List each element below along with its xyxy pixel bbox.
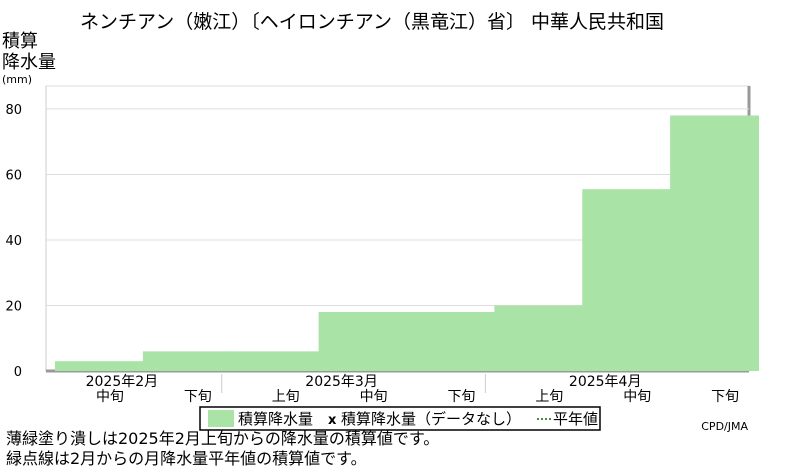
y-tick-label: 20 [5,299,22,314]
credit-label: CPD/JMA [701,420,748,433]
note-line-2: 緑点線は2月からの月降水量平年値の積算値です。 [6,449,367,468]
legend-entry: 積算降水量 [238,410,313,428]
precipitation-bar [318,312,408,371]
x-tick-label: 中旬 [360,389,388,405]
chart-title: ネンチアン（嫩江）〔ヘイロンチアン（黒竜江）省〕 中華人民共和国 [80,11,664,33]
legend-marker-no-data: x [328,413,337,428]
legend-swatch-fill [208,410,234,427]
y-axis-label: 積算降水量(mm) [2,31,56,86]
precipitation-bar [494,305,584,371]
y-axis-label-line: 降水量 [2,52,56,73]
precipitation-bar [142,351,232,371]
precipitation-bar [55,361,144,371]
note-line-1: 薄緑塗り潰しは2025年2月上旬からの降水量の積算値です。 [6,429,440,448]
month-label: 2025年3月 [305,374,378,390]
y-axis-ticks: 0 20 40 60 80 [5,103,22,380]
legend-entry: 平年値 [553,410,598,428]
x-tick-label: 上旬 [535,389,563,405]
y-tick-label: 40 [5,234,22,249]
precipitation-bar [582,189,672,371]
legend: 積算降水量 x 積算降水量（データなし） 平年値 [199,406,601,431]
series-accumulated-precipitation [55,115,759,371]
x-tick-label: 中旬 [96,389,124,405]
month-label: 2025年4月 [569,374,642,390]
y-axis-label-line: 積算 [2,31,38,52]
y-axis-label-line: (mm) [2,73,32,86]
x-tick-label: 下旬 [184,389,212,405]
y-tick-label: 80 [5,103,22,118]
x-axis: 中旬 下旬 上旬 中旬 下旬 上旬 中旬 下旬 2025年2月 2025年3月 2025年4月 [86,374,739,405]
x-tick-label: 下旬 [711,389,739,405]
legend-entry: 積算降水量（データなし） [341,410,521,428]
x-tick-label: 下旬 [447,389,475,405]
precipitation-bar [230,351,320,371]
precipitation-bar [670,115,759,371]
legend-box [199,406,601,431]
y-tick-label: 0 [14,365,22,380]
y-tick-label: 60 [5,168,22,183]
precipitation-bar [406,312,496,371]
month-label: 2025年2月 [86,374,159,390]
x-tick-label: 中旬 [623,389,651,405]
x-tick-label: 上旬 [272,389,300,405]
